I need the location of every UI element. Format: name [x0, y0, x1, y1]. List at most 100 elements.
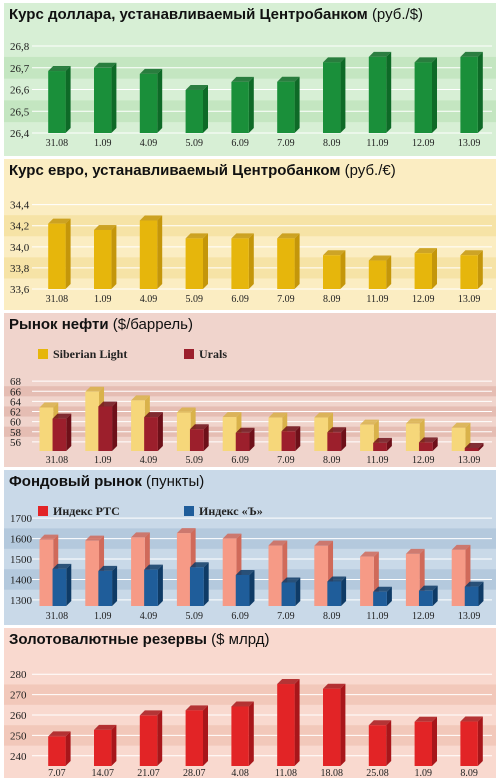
bar-side — [341, 576, 347, 606]
bar-front — [231, 81, 249, 133]
bar-side — [477, 51, 483, 134]
bar-front — [235, 574, 250, 606]
bar-top — [139, 710, 163, 716]
bar-front — [139, 220, 158, 289]
y-tick-label: 1500 — [10, 554, 33, 566]
bar-front — [451, 549, 466, 606]
bar-top — [235, 569, 255, 575]
bar-top — [48, 66, 71, 72]
x-tick-label: 8.09 — [323, 138, 341, 149]
bar-front — [322, 688, 341, 766]
bar — [277, 233, 300, 289]
panel-title: Фондовый рынок (пункты) — [9, 473, 205, 490]
usd-rate-panel: Курс доллара, устанавливаемый Центробанк… — [4, 0, 496, 156]
bar-top — [98, 565, 118, 571]
usd-rate-chart: 26,4 26,5 26,6 26,7 26,8 31.08 1.09 4.09 5.09 6.0… — [4, 3, 496, 156]
bar-front — [48, 736, 66, 766]
bar-top — [360, 419, 379, 425]
x-tick-label: 13.09 — [458, 138, 481, 149]
bar-side — [249, 427, 255, 451]
bar-series-2 — [464, 581, 484, 606]
bar-side — [386, 437, 392, 451]
bar-top — [185, 705, 209, 711]
bar-top — [185, 233, 209, 239]
bar-side — [248, 76, 254, 133]
bar-top — [85, 386, 105, 392]
bar-front — [281, 582, 296, 606]
bar-front — [281, 431, 296, 451]
y-tick-label: 26,4 — [10, 128, 30, 140]
bar-side — [66, 563, 72, 606]
bar-front — [405, 423, 420, 451]
panel-title: Рынок нефти ($/баррель) — [9, 316, 193, 333]
bar-side — [111, 724, 117, 766]
bar-front — [98, 406, 113, 451]
y-tick-label: 56 — [10, 437, 22, 449]
bar-series-2 — [189, 424, 209, 451]
bar-front — [368, 260, 387, 289]
bar-front — [322, 62, 341, 133]
bar-top — [322, 57, 346, 63]
bar-top — [268, 412, 288, 418]
bar-front — [268, 417, 283, 451]
x-tick-label: 14.07 — [91, 768, 114, 778]
x-tick-label: 4.09 — [140, 455, 158, 466]
bar-front — [414, 62, 433, 133]
bar-side — [478, 442, 484, 451]
bar-side — [248, 701, 254, 766]
y-tick-label: 60 — [10, 417, 22, 429]
bar-top — [464, 442, 484, 448]
bar-side — [386, 586, 392, 606]
bar — [414, 248, 438, 289]
bar-top — [189, 424, 209, 430]
legend-swatch — [38, 349, 48, 359]
bar-side — [65, 218, 71, 289]
bar-series-2 — [144, 564, 163, 606]
bar-front — [414, 721, 433, 766]
bar-series-1 — [268, 412, 288, 451]
bar-front — [418, 590, 433, 606]
x-tick-label: 6.09 — [231, 611, 249, 622]
bar-side — [432, 248, 438, 289]
bar-top — [368, 720, 392, 726]
x-tick-label: 12.09 — [412, 611, 435, 622]
bar-front — [322, 255, 341, 289]
bar-front — [277, 238, 295, 289]
bar-side — [111, 62, 117, 133]
bar-front — [144, 569, 158, 606]
bar-front — [222, 538, 237, 606]
bar — [414, 716, 438, 766]
bar-side — [386, 720, 392, 766]
x-tick-label: 13.09 — [458, 294, 481, 305]
bar-top — [231, 701, 254, 707]
bar-top — [176, 528, 196, 534]
bar-front — [360, 556, 374, 606]
y-tick-label: 34,4 — [10, 200, 30, 212]
bar-top — [268, 540, 288, 546]
bar-side — [112, 401, 118, 451]
bar-top — [418, 585, 438, 591]
bar-front — [131, 400, 145, 451]
y-tick-label: 260 — [10, 710, 27, 722]
bar-series-1 — [451, 422, 471, 451]
bar-side — [111, 224, 117, 289]
legend-label: Urals — [199, 347, 227, 361]
y-tick-label: 58 — [10, 427, 22, 439]
reserves-chart: 240 250 260 270 280 7.07 14.07 21.07 28.07 4.08 11… — [4, 628, 496, 778]
bar-front — [327, 581, 342, 606]
bar-front — [451, 427, 466, 451]
bar-front — [460, 721, 478, 766]
bar-front — [373, 591, 387, 606]
y-tick-label: 33,6 — [10, 284, 30, 296]
bar-front — [52, 418, 67, 451]
bar-side — [432, 585, 438, 606]
x-tick-label: 8.09 — [323, 455, 341, 466]
bar-front — [368, 725, 387, 766]
bar-side — [203, 424, 209, 451]
bar-top — [414, 248, 438, 254]
x-tick-label: 7.09 — [277, 294, 295, 305]
bar-front — [235, 432, 250, 451]
bar-series-2 — [52, 413, 72, 451]
bar-front — [277, 684, 295, 766]
